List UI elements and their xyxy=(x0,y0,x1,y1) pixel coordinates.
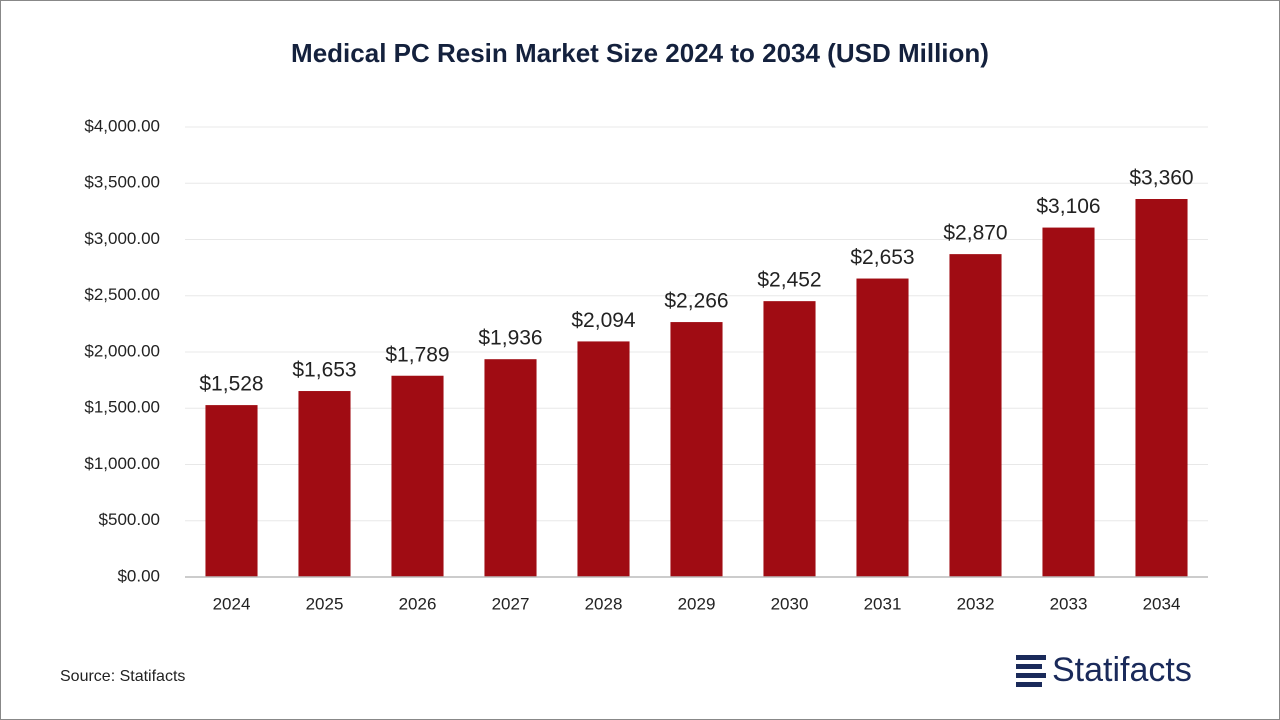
x-tick-label: 2026 xyxy=(399,594,437,613)
value-label: $3,106 xyxy=(1036,195,1100,218)
source: Source: Statifacts xyxy=(60,668,185,685)
y-tick-label: $3,500.00 xyxy=(84,173,160,192)
x-tick-label: 2027 xyxy=(492,594,530,613)
bar xyxy=(1135,199,1188,577)
y-tick-label: $3,000.00 xyxy=(84,229,160,248)
value-label: $2,870 xyxy=(943,222,1007,245)
value-label: $2,266 xyxy=(664,290,728,313)
value-label: $2,653 xyxy=(850,246,914,269)
logo-text: Statifacts xyxy=(1052,651,1192,689)
bar xyxy=(670,322,723,577)
y-tick-label: $500.00 xyxy=(99,510,160,529)
x-tick-label: 2029 xyxy=(678,594,716,613)
y-tick-label: $0.00 xyxy=(117,566,160,585)
bar xyxy=(577,341,630,577)
x-tick-label: 2031 xyxy=(864,594,902,613)
x-tick-label: 2034 xyxy=(1143,594,1181,613)
value-label: $2,452 xyxy=(757,269,821,292)
y-tick-label: $1,500.00 xyxy=(84,398,160,417)
y-tick-label: $2,500.00 xyxy=(84,285,160,304)
value-label: $1,528 xyxy=(199,373,263,396)
bar xyxy=(763,301,816,577)
bar xyxy=(856,278,909,577)
x-tick-label: 2028 xyxy=(585,594,623,613)
x-tick-label: 2025 xyxy=(306,594,344,613)
logo-icon xyxy=(1016,655,1046,687)
x-tick-label: 2033 xyxy=(1050,594,1088,613)
value-label: $3,360 xyxy=(1129,167,1193,190)
logo-mark xyxy=(1016,655,1046,687)
chart-title: Medical PC Resin Market Size 2024 to 203… xyxy=(291,38,989,68)
y-tick-label: $4,000.00 xyxy=(84,116,160,135)
bar xyxy=(949,254,1002,577)
value-label: $1,789 xyxy=(385,343,449,366)
value-label: $2,094 xyxy=(571,309,636,332)
value-label: $1,936 xyxy=(478,327,542,350)
bar xyxy=(484,359,537,577)
y-tick-label: $1,000.00 xyxy=(84,454,160,473)
x-tick-label: 2030 xyxy=(771,594,809,613)
bar xyxy=(391,375,444,577)
x-tick-label: 2032 xyxy=(957,594,995,613)
y-tick-label: $2,000.00 xyxy=(84,341,160,360)
x-tick-label: 2024 xyxy=(213,594,251,613)
value-label: $1,653 xyxy=(292,359,356,382)
bar xyxy=(205,405,258,577)
bar xyxy=(298,391,351,577)
bar xyxy=(1042,227,1095,577)
